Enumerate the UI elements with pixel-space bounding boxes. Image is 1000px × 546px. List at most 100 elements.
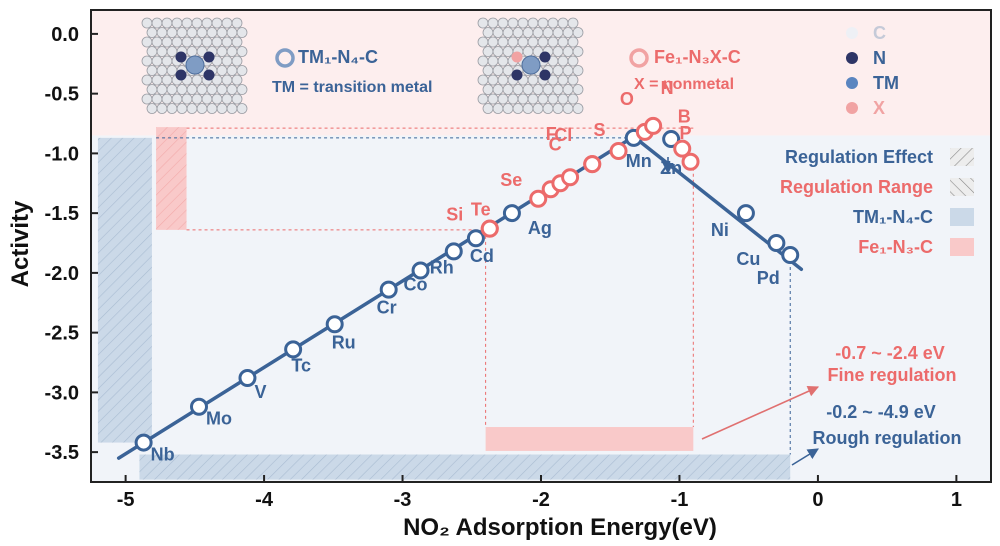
point-label-cu: Cu <box>736 249 760 269</box>
point-label-c: C <box>549 134 562 154</box>
carbon-atom-icon <box>166 103 178 114</box>
x-tick-label: 1 <box>951 489 962 511</box>
carbon-atom-icon <box>201 17 213 29</box>
carbon-atom-icon <box>141 55 153 67</box>
carbon-atom-icon <box>181 17 193 29</box>
carbon-atom-icon <box>507 36 519 48</box>
carbon-atom-icon <box>226 27 238 38</box>
carbon-atom-icon <box>196 27 208 38</box>
data-point-p <box>681 152 700 171</box>
x-tick-label: -1 <box>671 489 689 511</box>
inset-left-title: TM₁-N₄-C <box>298 47 378 67</box>
x-tick-label: -3 <box>394 489 412 511</box>
atom-legend-swatch-n <box>846 52 858 64</box>
carbon-atom-icon <box>231 36 243 48</box>
nonmetal-atom-icon <box>511 51 523 63</box>
carbon-atom-icon <box>216 103 228 114</box>
carbon-atom-icon <box>502 84 514 95</box>
inset-fe-n3x-c-structure <box>477 17 584 114</box>
carbon-atom-icon <box>191 36 203 48</box>
carbon-atom-icon <box>487 93 499 105</box>
nitrogen-atom-icon <box>175 69 187 81</box>
legend: CN TM X Regulation Effect Regulation Range TM… <box>780 23 974 257</box>
carbon-atom-icon <box>527 17 539 29</box>
carbon-atom-icon <box>156 65 168 76</box>
carbon-atom-icon <box>522 103 534 114</box>
carbon-atom-icon <box>492 84 504 95</box>
carbon-atom-icon <box>527 74 539 86</box>
carbon-atom-icon <box>512 27 524 38</box>
carbon-atom-icon <box>532 84 544 95</box>
y-tick-label: -3.0 <box>45 382 79 404</box>
carbon-atom-icon <box>166 84 178 95</box>
x-tick-label: -2 <box>532 489 550 511</box>
point-label-ru: Ru <box>332 332 356 352</box>
atom-legend-swatch-c <box>846 27 858 39</box>
carbon-atom-icon <box>522 84 534 95</box>
nitrogen-atom-icon <box>175 51 187 63</box>
carbon-atom-icon <box>482 65 494 76</box>
carbon-atom-icon <box>537 36 549 48</box>
carbon-atom-icon <box>497 17 509 29</box>
carbon-atom-icon <box>176 103 188 114</box>
inset-right-subtitle: X = nonmetal <box>634 76 734 93</box>
tick-labels: -5 -4 -3 -2 -1 0 1 0.0 -0.5 -1.0 -1.5 -2.0 -2.5 -3.0 -… <box>45 24 962 511</box>
carbon-atom-icon <box>487 17 499 29</box>
carbon-atom-icon <box>502 65 514 76</box>
carbon-atom-icon <box>552 84 564 95</box>
carbon-atom-icon <box>211 36 223 48</box>
carbon-atom-icon <box>161 74 173 86</box>
carbon-atom-icon <box>517 17 529 29</box>
point-label-s: S <box>594 120 606 140</box>
carbon-atom-icon <box>166 46 178 57</box>
carbon-atom-icon <box>537 93 549 105</box>
carbon-atom-icon <box>517 93 529 105</box>
carbon-atom-icon <box>562 84 574 95</box>
carbon-atom-icon <box>146 84 158 95</box>
carbon-atom-icon <box>186 46 198 57</box>
point-label-mo: Mo <box>206 409 232 429</box>
carbon-atom-icon <box>211 93 223 105</box>
carbon-atom-icon <box>482 27 494 38</box>
carbon-atom-icon <box>236 103 248 114</box>
point-label-ag: Ag <box>528 218 552 238</box>
carbon-atom-icon <box>487 74 499 86</box>
carbon-atom-icon <box>492 46 504 57</box>
structure-insets <box>141 17 649 114</box>
data-point-n <box>644 116 663 135</box>
inset-tm-n4-c-structure <box>141 17 248 114</box>
atom-legend-label-c: C <box>873 23 886 43</box>
carbon-atom-icon <box>191 74 203 86</box>
carbon-atom-icon <box>567 17 579 29</box>
carbon-atom-icon <box>236 46 248 57</box>
carbon-atom-icon <box>557 17 569 29</box>
carbon-atom-icon <box>557 93 569 105</box>
data-point-co <box>411 261 430 280</box>
point-label-o: O <box>620 89 634 109</box>
point-label-co: Co <box>404 274 428 294</box>
x-tick-label: -4 <box>255 489 274 511</box>
carbon-atom-icon <box>231 93 243 105</box>
carbon-atom-icon <box>156 103 168 114</box>
carbon-atom-icon <box>191 93 203 105</box>
carbon-atom-icon <box>552 65 564 76</box>
point-label-n: N <box>661 78 674 98</box>
data-point-v <box>238 369 257 388</box>
legend-label-3: Fe₁-N₃-C <box>858 237 933 257</box>
carbon-atom-icon <box>562 103 574 114</box>
carbon-atom-icon <box>216 27 228 38</box>
legend-label-2: TM₁-N₄-C <box>853 207 933 227</box>
carbon-atom-icon <box>547 17 559 29</box>
carbon-atom-icon <box>547 93 559 105</box>
point-label-nb: Nb <box>151 445 175 465</box>
carbon-atom-icon <box>502 27 514 38</box>
carbon-atom-icon <box>507 17 519 29</box>
nitrogen-atom-icon <box>539 69 551 81</box>
nitrogen-atom-icon <box>511 69 523 81</box>
carbon-atom-icon <box>497 36 509 48</box>
carbon-atom-icon <box>502 103 514 114</box>
carbon-atom-icon <box>492 65 504 76</box>
fine-range-text: -0.7 ~ -2.4 eV <box>835 343 945 363</box>
point-label-cd: Cd <box>470 246 494 266</box>
